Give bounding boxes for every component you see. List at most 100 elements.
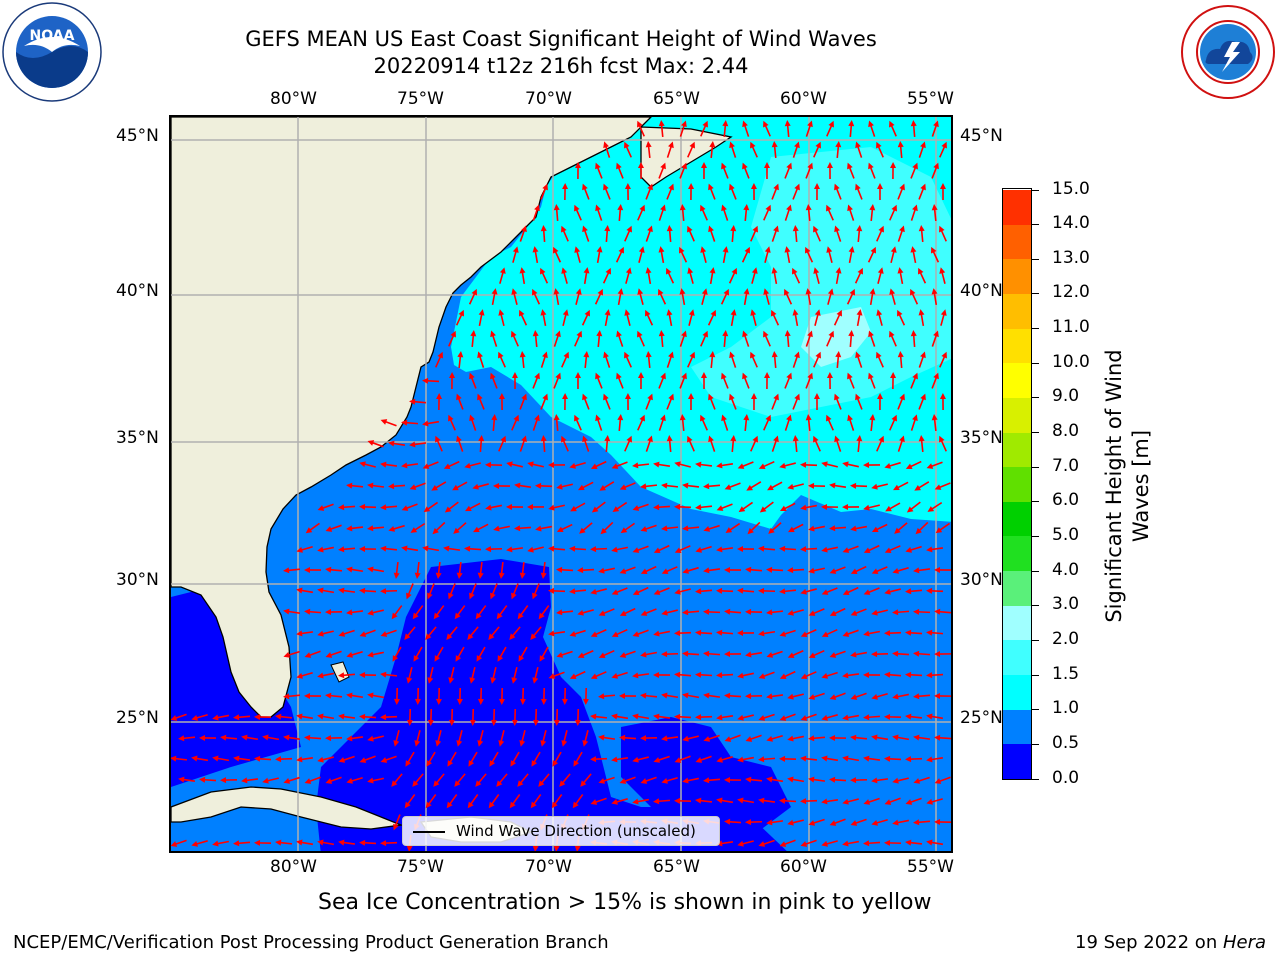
wind-wave-arrow <box>926 629 944 636</box>
wind-wave-arrow <box>742 372 750 389</box>
wind-wave-arrow <box>720 288 729 305</box>
wind-wave-arrow <box>821 840 838 847</box>
wind-wave-arrow <box>847 204 855 221</box>
wind-wave-arrow <box>682 525 700 532</box>
wind-wave-arrow <box>729 183 737 200</box>
wind-wave-arrow <box>743 204 750 222</box>
colorbar-segment <box>1003 397 1031 433</box>
wind-wave-arrow <box>682 777 700 784</box>
wind-wave-arrow <box>787 650 804 658</box>
wind-wave-arrow <box>191 755 209 762</box>
wind-wave-arrow <box>750 309 757 326</box>
colorbar-segment <box>1003 535 1031 572</box>
wind-wave-arrow <box>624 393 631 411</box>
wind-wave-arrow <box>275 756 293 763</box>
wind-wave-arrow <box>666 351 674 368</box>
legend-line-symbol <box>413 831 445 833</box>
wind-wave-arrow <box>889 330 897 347</box>
wind-wave-arrow <box>913 567 931 574</box>
wind-wave-arrow <box>877 183 884 201</box>
wind-wave-arrow <box>433 773 445 787</box>
wind-wave-arrow <box>582 435 590 452</box>
wind-wave-arrow <box>897 141 904 159</box>
wind-wave-arrow <box>764 162 771 180</box>
wind-wave-arrow <box>456 561 463 579</box>
wind-wave-arrow <box>674 797 692 804</box>
wind-wave-arrow <box>701 162 708 180</box>
wind-wave-arrow <box>171 839 187 847</box>
wind-wave-arrow <box>569 461 586 469</box>
wind-wave-arrow <box>850 608 867 616</box>
wind-wave-arrow <box>530 626 542 640</box>
wind-wave-arrow <box>813 267 820 284</box>
wind-wave-arrow <box>931 204 938 222</box>
wind-wave-arrow <box>846 288 855 305</box>
land-north-america <box>171 117 652 718</box>
wind-wave-arrow <box>850 482 868 489</box>
wind-wave-arrow <box>658 372 666 389</box>
wind-wave-arrow <box>931 330 939 347</box>
wind-wave-arrow <box>296 587 314 594</box>
wind-wave-arrow <box>687 351 695 368</box>
wind-wave-arrow <box>910 288 919 305</box>
wind-wave-arrow <box>835 141 842 159</box>
wind-wave-arrow <box>682 735 699 742</box>
wind-wave-arrow <box>745 566 763 573</box>
colorbar-tick-mark <box>1032 743 1039 745</box>
wind-wave-arrow <box>574 414 582 431</box>
wind-wave-arrow <box>935 522 951 534</box>
wind-wave-arrow <box>624 435 632 452</box>
wind-wave-arrow <box>890 162 897 180</box>
wind-wave-arrow <box>934 776 951 784</box>
wind-wave-arrow <box>510 751 520 767</box>
wind-wave-arrow <box>827 288 834 305</box>
wind-wave-arrow <box>751 393 758 411</box>
wind-wave-arrow <box>388 483 406 490</box>
wind-wave-arrow <box>338 839 356 846</box>
wind-wave-arrow <box>666 267 675 284</box>
wind-wave-arrow <box>338 504 356 511</box>
wind-wave-arrow <box>805 204 812 222</box>
wind-wave-arrow <box>426 751 436 767</box>
wind-wave-arrow <box>826 246 833 263</box>
wind-wave-arrow <box>905 756 923 763</box>
wave-region-0-0.5m <box>316 559 787 851</box>
wind-wave-arrow <box>406 708 413 726</box>
wind-wave-arrow <box>359 503 377 510</box>
wind-wave-arrow <box>826 414 834 431</box>
wind-wave-arrow <box>477 351 485 368</box>
wind-wave-arrow <box>611 546 628 553</box>
wind-wave-arrow <box>359 839 377 846</box>
wind-wave-arrow <box>475 773 487 787</box>
wind-wave-arrow <box>910 330 917 348</box>
wind-wave-arrow <box>913 776 930 784</box>
wind-wave-arrow <box>939 267 946 284</box>
wind-wave-arrow <box>863 797 880 805</box>
wind-wave-arrow <box>452 481 468 491</box>
wind-wave-arrow <box>498 351 506 368</box>
wind-wave-arrow <box>275 839 293 846</box>
wind-wave-arrow <box>910 372 918 389</box>
wind-wave-arrow <box>491 288 498 306</box>
wind-wave-arrow <box>380 461 398 468</box>
lat-label-left: 40°N <box>116 281 159 301</box>
wind-wave-arrow <box>679 246 688 263</box>
wind-wave-arrow <box>792 309 799 327</box>
wind-wave-arrow <box>283 776 300 784</box>
wind-wave-arrow <box>511 372 518 390</box>
wind-wave-arrow <box>905 713 923 720</box>
wind-wave-arrow <box>813 393 820 411</box>
wind-wave-arrow <box>506 461 523 468</box>
wind-wave-arrow <box>834 393 842 410</box>
wind-wave-arrow <box>826 162 833 180</box>
wind-wave-arrow <box>892 650 910 657</box>
wind-wave-arrow <box>519 730 526 747</box>
wind-wave-arrow <box>800 546 818 553</box>
wind-wave-arrow <box>532 330 539 348</box>
wind-wave-arrow <box>737 461 754 469</box>
wind-wave-arrow <box>766 776 784 783</box>
colorbar-tick-mark <box>1032 605 1039 607</box>
wind-wave-arrow <box>746 481 762 491</box>
wind-wave-arrow <box>598 693 616 700</box>
wind-wave-arrow <box>532 583 540 600</box>
